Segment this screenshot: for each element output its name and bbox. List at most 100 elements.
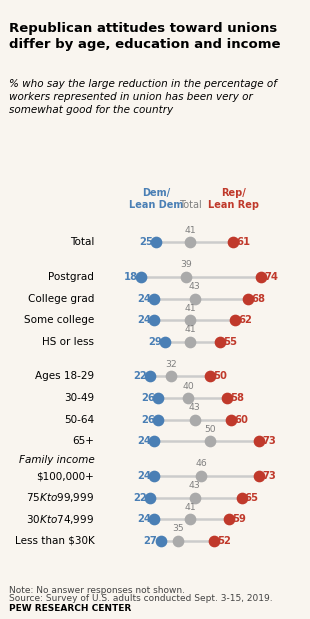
- Point: [169, 371, 174, 381]
- Text: 30-49: 30-49: [64, 393, 94, 403]
- Text: 25: 25: [139, 237, 153, 248]
- Text: 62: 62: [238, 315, 252, 325]
- Text: 24: 24: [137, 471, 151, 481]
- Text: 24: 24: [137, 436, 151, 446]
- Point: [175, 536, 180, 546]
- Point: [233, 315, 238, 325]
- Point: [228, 415, 233, 425]
- Text: Total: Total: [70, 237, 94, 248]
- Text: $75K to $99,999: $75K to $99,999: [26, 491, 94, 504]
- Point: [152, 315, 157, 325]
- Point: [188, 514, 193, 524]
- Text: Postgrad: Postgrad: [48, 272, 94, 282]
- Point: [152, 514, 157, 524]
- Point: [258, 272, 263, 282]
- Text: 59: 59: [232, 514, 246, 524]
- Point: [211, 536, 216, 546]
- Text: 24: 24: [137, 293, 151, 303]
- Text: 50: 50: [213, 371, 227, 381]
- Text: Ages 18-29: Ages 18-29: [35, 371, 94, 381]
- Text: 73: 73: [262, 436, 276, 446]
- Text: 73: 73: [262, 471, 276, 481]
- Point: [188, 315, 193, 325]
- Text: Some college: Some college: [24, 315, 94, 325]
- Text: 52: 52: [217, 536, 231, 546]
- Text: Dem/
Lean Dem: Dem/ Lean Dem: [129, 188, 184, 210]
- Point: [152, 471, 157, 481]
- Text: $30K to $74,999: $30K to $74,999: [26, 513, 94, 526]
- Text: 41: 41: [184, 326, 196, 334]
- Point: [188, 337, 193, 347]
- Text: 46: 46: [195, 459, 207, 469]
- Point: [147, 493, 152, 503]
- Text: Note: No answer responses not shown.: Note: No answer responses not shown.: [9, 586, 185, 595]
- Point: [184, 272, 188, 282]
- Point: [152, 436, 157, 446]
- Point: [192, 293, 197, 303]
- Text: 50-64: 50-64: [64, 415, 94, 425]
- Text: Rep/
Lean Rep: Rep/ Lean Rep: [208, 188, 259, 210]
- Text: HS or less: HS or less: [42, 337, 94, 347]
- Point: [139, 272, 144, 282]
- Text: 26: 26: [141, 393, 155, 403]
- Point: [156, 415, 161, 425]
- Text: PEW RESEARCH CENTER: PEW RESEARCH CENTER: [9, 604, 131, 613]
- Text: 74: 74: [264, 272, 278, 282]
- Text: 32: 32: [165, 360, 177, 369]
- Point: [226, 514, 231, 524]
- Text: 41: 41: [184, 226, 196, 235]
- Point: [224, 393, 229, 403]
- Text: 39: 39: [180, 261, 192, 269]
- Text: 35: 35: [172, 524, 184, 534]
- Text: 41: 41: [184, 503, 196, 512]
- Text: 22: 22: [133, 371, 147, 381]
- Point: [152, 293, 157, 303]
- Text: 43: 43: [189, 481, 201, 490]
- Point: [246, 293, 250, 303]
- Text: 61: 61: [236, 237, 250, 248]
- Point: [147, 371, 152, 381]
- Text: 55: 55: [224, 337, 237, 347]
- Point: [156, 393, 161, 403]
- Text: College grad: College grad: [28, 293, 94, 303]
- Point: [256, 471, 261, 481]
- Text: 68: 68: [251, 293, 265, 303]
- Text: 22: 22: [133, 493, 147, 503]
- Text: 18: 18: [124, 272, 138, 282]
- Text: 40: 40: [182, 381, 194, 391]
- Point: [199, 471, 204, 481]
- Point: [158, 536, 163, 546]
- Text: 24: 24: [137, 514, 151, 524]
- Text: Republican attitudes toward unions
differ by age, education and income: Republican attitudes toward unions diffe…: [9, 22, 281, 51]
- Text: 60: 60: [234, 415, 248, 425]
- Point: [239, 493, 244, 503]
- Point: [154, 238, 159, 248]
- Text: 24: 24: [137, 315, 151, 325]
- Point: [218, 337, 223, 347]
- Text: 43: 43: [189, 282, 201, 291]
- Text: 65: 65: [245, 493, 259, 503]
- Point: [256, 436, 261, 446]
- Text: 29: 29: [148, 337, 162, 347]
- Point: [186, 393, 191, 403]
- Point: [207, 436, 212, 446]
- Point: [162, 337, 167, 347]
- Text: 50: 50: [204, 425, 215, 434]
- Point: [192, 493, 197, 503]
- Text: 43: 43: [189, 403, 201, 412]
- Point: [231, 238, 236, 248]
- Text: 26: 26: [141, 415, 155, 425]
- Point: [192, 415, 197, 425]
- Point: [188, 238, 193, 248]
- Text: 58: 58: [230, 393, 244, 403]
- Text: $100,000+: $100,000+: [37, 471, 94, 481]
- Text: Less than $30K: Less than $30K: [15, 536, 94, 546]
- Text: 65+: 65+: [73, 436, 94, 446]
- Text: Total: Total: [179, 200, 202, 210]
- Text: 41: 41: [184, 304, 196, 313]
- Text: Family income: Family income: [19, 455, 94, 465]
- Text: 27: 27: [144, 536, 157, 546]
- Point: [207, 371, 212, 381]
- Text: Source: Survey of U.S. adults conducted Sept. 3-15, 2019.: Source: Survey of U.S. adults conducted …: [9, 594, 273, 603]
- Text: % who say the large reduction in the percentage of
workers represented in union : % who say the large reduction in the per…: [9, 79, 277, 115]
